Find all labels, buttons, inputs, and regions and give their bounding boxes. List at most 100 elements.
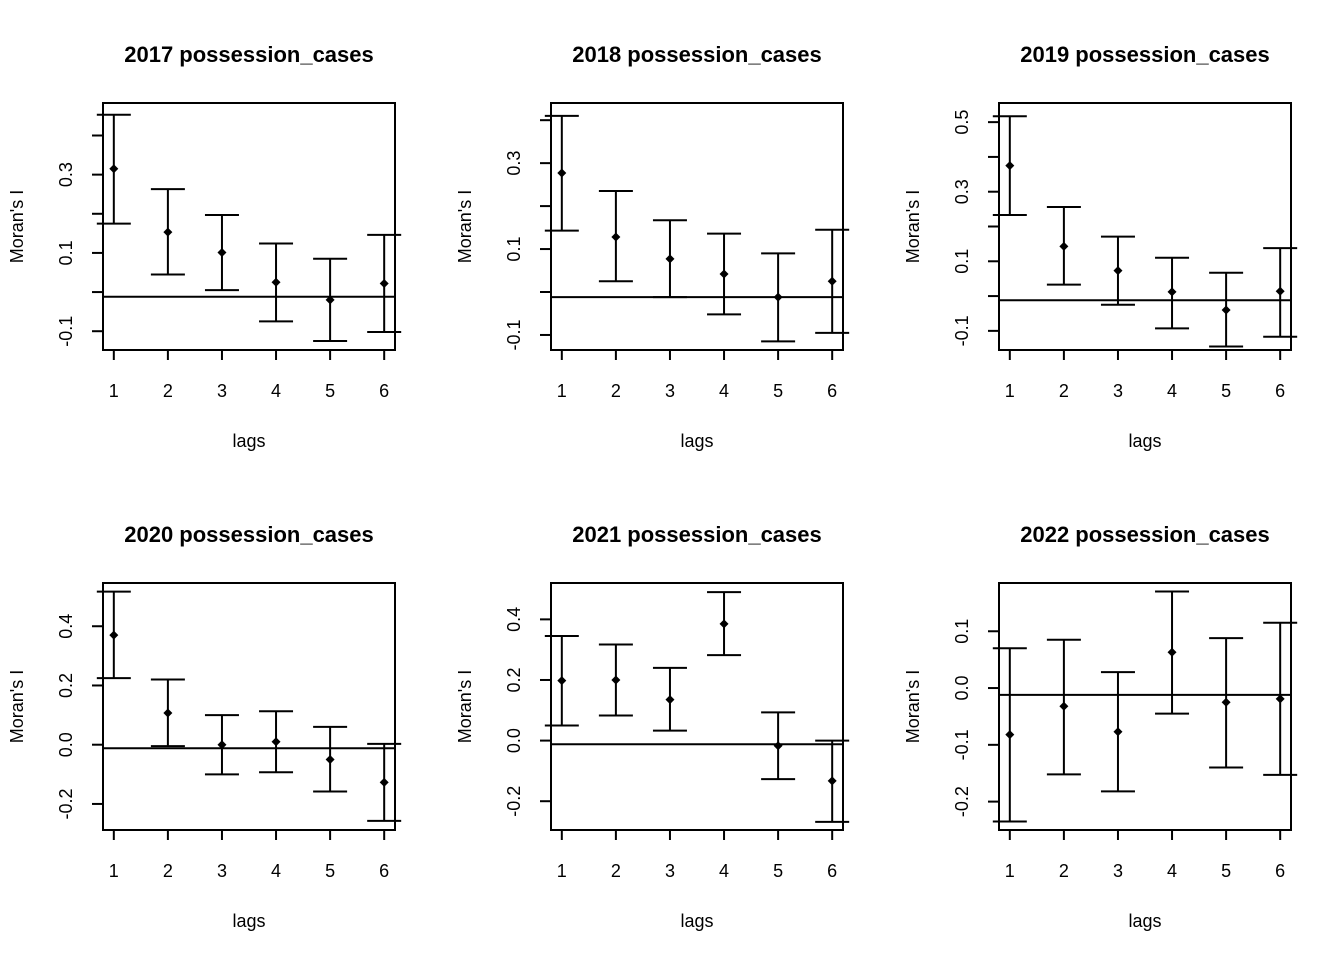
y-tick-label: -0.2 — [56, 788, 76, 819]
data-point — [325, 755, 335, 765]
error-bar — [544, 114, 579, 232]
x-axis-label: lags — [232, 911, 265, 931]
data-point — [163, 227, 173, 237]
data-point — [1113, 266, 1123, 276]
x-axis-label: lags — [680, 911, 713, 931]
y-tick-label: -0.1 — [952, 729, 972, 760]
x-tick-label: 5 — [1221, 861, 1231, 881]
data-point — [719, 619, 729, 629]
y-tick-label: 0.2 — [504, 667, 524, 692]
error-bar — [313, 725, 348, 793]
data-point — [1005, 161, 1015, 171]
data-point — [1221, 697, 1231, 707]
panel-title: 2017 possession_cases — [124, 42, 374, 67]
y-axis-label: Moran's I — [455, 670, 475, 743]
error-bar — [544, 635, 579, 727]
y-tick-label: 0.3 — [952, 179, 972, 204]
data-point — [557, 168, 567, 178]
error-bar — [150, 678, 185, 748]
y-tick-label: -0.2 — [504, 786, 524, 817]
data-point — [109, 164, 119, 174]
y-tick-label: 0.4 — [504, 607, 524, 632]
error-bar — [1209, 271, 1244, 348]
y-tick-label: 0.1 — [504, 237, 524, 262]
x-tick-label: 1 — [557, 381, 567, 401]
error-bar — [992, 647, 1027, 823]
data-point — [773, 292, 783, 302]
error-bar — [992, 115, 1027, 217]
data-point — [379, 278, 389, 288]
x-axis-label: lags — [1128, 911, 1161, 931]
panel-title: 2019 possession_cases — [1020, 42, 1270, 67]
error-bar — [1155, 256, 1190, 330]
error-bar — [1046, 638, 1081, 776]
data-point — [109, 630, 119, 640]
error-bar — [815, 739, 850, 823]
data-point — [1167, 287, 1177, 297]
error-bar — [96, 590, 131, 680]
panel-3: 2019 possession_cases 1 2 3 4 5 6 lags -0.1 0.1 0.… — [903, 42, 1298, 451]
data-point — [1275, 286, 1285, 296]
panel-6: 2022 possession_cases 1 2 3 4 5 6 lags -0.2 -0.1 0… — [903, 522, 1298, 931]
y-tick-label: -0.1 — [504, 319, 524, 350]
data-point — [665, 254, 675, 264]
x-tick-label: 5 — [773, 381, 783, 401]
data-point — [827, 276, 837, 286]
y-tick-label: -0.1 — [56, 316, 76, 347]
x-tick-label: 4 — [1167, 381, 1177, 401]
y-tick-label: 0.1 — [56, 240, 76, 265]
data-point — [1221, 305, 1231, 315]
y-tick-label: 0.3 — [56, 162, 76, 187]
x-tick-label: 1 — [109, 861, 119, 881]
y-tick-label: -0.1 — [952, 315, 972, 346]
x-tick-label: 4 — [719, 381, 729, 401]
x-tick-label: 4 — [271, 861, 281, 881]
x-tick-label: 2 — [611, 381, 621, 401]
error-bar — [761, 711, 796, 781]
panel-title: 2020 possession_cases — [124, 522, 374, 547]
error-bar — [598, 190, 633, 283]
y-tick-label: 0.0 — [952, 676, 972, 701]
x-tick-label: 3 — [217, 381, 227, 401]
y-tick-label: 0.0 — [56, 732, 76, 757]
y-axis-label: Moran's I — [7, 670, 27, 743]
x-tick-label: 5 — [1221, 381, 1231, 401]
data-point — [773, 741, 783, 751]
error-bar — [1100, 235, 1135, 306]
panel-title: 2018 possession_cases — [572, 42, 822, 67]
error-bar — [259, 710, 294, 774]
x-axis-label: lags — [680, 431, 713, 451]
error-bar — [367, 233, 402, 333]
data-point — [325, 295, 335, 305]
x-tick-label: 1 — [557, 861, 567, 881]
data-point — [217, 248, 227, 258]
plot-frame — [550, 102, 844, 351]
data-point — [1113, 727, 1123, 737]
x-tick-label: 5 — [773, 861, 783, 881]
y-tick-label: 0.2 — [56, 673, 76, 698]
error-bar — [259, 242, 294, 323]
x-tick-label: 6 — [1275, 381, 1285, 401]
plot-frame — [102, 102, 396, 351]
data-point — [611, 675, 621, 685]
y-tick-label: 0.0 — [504, 728, 524, 753]
x-tick-label: 5 — [325, 861, 335, 881]
x-tick-label: 4 — [1167, 861, 1177, 881]
error-bar — [652, 666, 687, 732]
x-tick-label: 3 — [1113, 381, 1123, 401]
error-bar — [204, 714, 239, 776]
data-point — [1059, 241, 1069, 251]
x-axis-label: lags — [1128, 431, 1161, 451]
data-point — [217, 740, 227, 750]
error-bar — [707, 232, 742, 316]
x-tick-label: 6 — [827, 861, 837, 881]
y-tick-label: 0.1 — [952, 619, 972, 644]
plot-frame — [998, 102, 1292, 351]
y-tick-label: 0.4 — [56, 614, 76, 639]
error-bar — [1209, 637, 1244, 769]
x-tick-label: 3 — [665, 381, 675, 401]
plot-frame — [102, 582, 396, 831]
panel-4: 2020 possession_cases 1 2 3 4 5 6 lags -0.2 0.0 0.… — [7, 522, 402, 931]
data-point — [271, 277, 281, 287]
data-point — [1005, 730, 1015, 740]
